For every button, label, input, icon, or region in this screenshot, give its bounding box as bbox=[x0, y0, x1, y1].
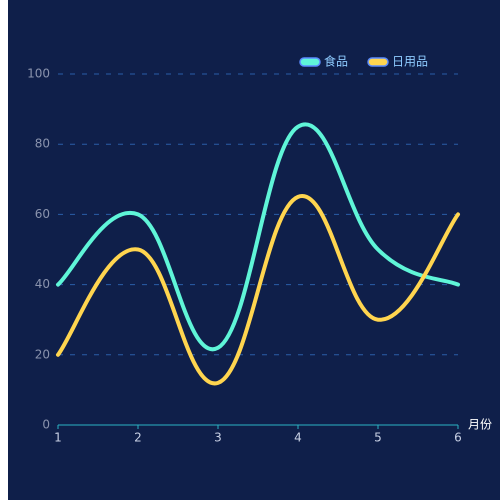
y-tick-label: 40 bbox=[35, 277, 50, 291]
y-tick-label: 100 bbox=[27, 67, 50, 81]
x-tick-label: 5 bbox=[374, 431, 382, 445]
y-tick-label: 80 bbox=[35, 137, 50, 151]
y-tick-label: 60 bbox=[35, 207, 50, 221]
y-tick-label: 0 bbox=[42, 418, 50, 432]
x-tick-label: 2 bbox=[134, 431, 142, 445]
legend-label: 食品 bbox=[324, 54, 348, 69]
x-tick-label: 6 bbox=[454, 431, 462, 445]
y-tick-label: 20 bbox=[35, 347, 50, 361]
x-axis-label: 月份 bbox=[468, 418, 492, 432]
legend-swatch bbox=[367, 57, 389, 67]
legend-item: 日用品 bbox=[367, 55, 428, 69]
x-tick-label: 3 bbox=[214, 431, 222, 445]
legend-item: 食品 bbox=[299, 54, 348, 69]
series-line bbox=[56, 122, 460, 352]
legend-swatch bbox=[299, 57, 321, 67]
legend-label: 日用品 bbox=[392, 55, 428, 69]
series-line bbox=[56, 194, 460, 386]
x-tick-label: 1 bbox=[54, 431, 62, 445]
x-tick-label: 4 bbox=[294, 431, 302, 445]
